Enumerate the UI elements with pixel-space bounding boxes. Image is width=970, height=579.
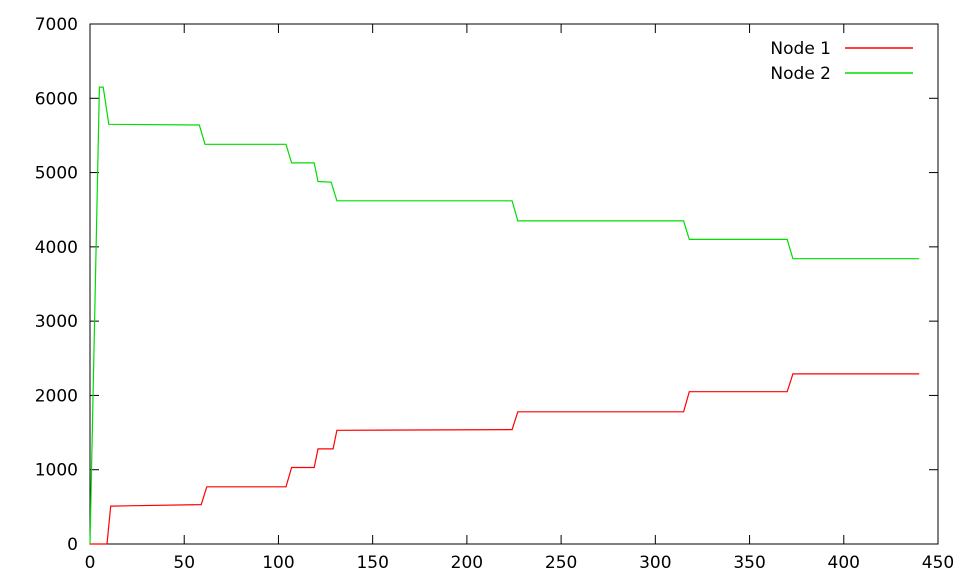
plot-frame <box>89 23 939 545</box>
y-tick-label: 4000 <box>35 238 78 258</box>
x-tick-label: 300 <box>639 553 671 573</box>
series-lines <box>89 86 920 545</box>
y-tick-label: 0 <box>67 535 78 555</box>
x-tick-label: 50 <box>173 553 195 573</box>
x-tick-label: 0 <box>85 553 96 573</box>
series-line-node-2 <box>89 86 920 545</box>
y-tick-label: 5000 <box>35 164 78 184</box>
legend-label: Node 1 <box>770 39 831 59</box>
x-tick-label: 250 <box>545 553 577 573</box>
y-axis-tick-labels: 0 1000 2000 3000 4000 5000 6000 7000 <box>35 15 78 555</box>
x-tick-label: 200 <box>451 553 483 573</box>
x-axis-tick-labels: 0 50 100 150 200 250 300 350 400 450 <box>85 553 955 573</box>
x-tick-label: 400 <box>828 553 860 573</box>
y-tick-label: 7000 <box>35 15 78 35</box>
y-tick-label: 1000 <box>35 461 78 481</box>
axis-ticks <box>89 23 939 545</box>
legend-label: Node 2 <box>770 64 831 84</box>
x-tick-label: 100 <box>262 553 294 573</box>
x-tick-label: 450 <box>922 553 954 573</box>
y-tick-label: 6000 <box>35 89 78 109</box>
y-tick-label: 3000 <box>35 312 78 332</box>
series-line-node-1 <box>90 373 920 545</box>
legend: Node 1 Node 2 <box>770 39 913 84</box>
y-tick-label: 2000 <box>35 386 78 406</box>
x-tick-label: 350 <box>733 553 765 573</box>
x-tick-label: 150 <box>356 553 388 573</box>
